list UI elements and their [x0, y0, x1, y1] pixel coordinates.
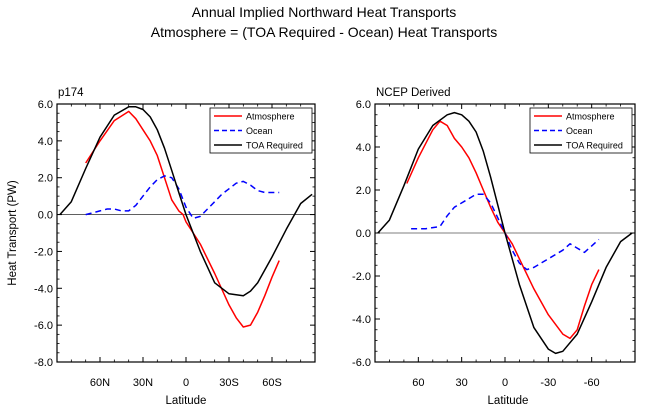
left-ytick-label: -4.0 [34, 283, 53, 295]
right-xtick-label: -60 [584, 377, 600, 389]
right-legend-label-ocean: Ocean [566, 126, 593, 136]
right-xtick-label: -30 [540, 377, 556, 389]
left-legend-label-atmosphere: Atmosphere [246, 112, 295, 122]
left-xtick-label: 30S [219, 377, 239, 389]
left-series-atmosphere-line [85, 110, 280, 328]
left-xlabel: Latitude [166, 395, 207, 407]
left-xtick-label: 60N [90, 377, 110, 389]
right-series-toa-required-line [377, 111, 633, 355]
left-legend-label-toa-required: TOA Required [246, 141, 303, 151]
right-xlabel: Latitude [488, 395, 529, 407]
left-ytick-label: -6.0 [34, 320, 53, 332]
left-ytick-label: 6.0 [38, 99, 53, 111]
right-xtick-label: 60 [412, 377, 424, 389]
right-ytick-label: -2.0 [352, 271, 371, 283]
left-xtick-label: 0 [183, 377, 189, 389]
left-series-toa-required-line [59, 106, 313, 297]
left-panel: p174 Heat Transport (PW) Latitude 6.0 4.0… [7, 87, 316, 407]
right-ytick-label: -4.0 [352, 314, 371, 326]
left-ytick-label: 2.0 [38, 173, 53, 185]
left-xtick-label: 30N [133, 377, 153, 389]
left-panel-title: p174 [58, 87, 84, 99]
right-xtick-label: 0 [502, 377, 508, 389]
right-panel: NCEP Derived Latitude 6.0 4.0 2.0 0.0 -2.0 -4… [352, 87, 636, 407]
right-panel-title: NCEP Derived [376, 87, 451, 99]
left-series-ocean-line [85, 175, 280, 220]
left-xtick-label: 60S [262, 377, 282, 389]
left-ytick-label: -8.0 [34, 357, 53, 369]
right-legend-label-atmosphere: Atmosphere [566, 112, 615, 122]
left-legend-label-ocean: Ocean [246, 126, 273, 136]
left-ytick-label: -2.0 [34, 246, 53, 258]
right-ytick-label: 6.0 [356, 99, 371, 111]
left-ytick-label: 0.0 [38, 210, 53, 222]
left-ylabel: Heat Transport (PW) [7, 180, 19, 286]
right-legend-label-toa-required: TOA Required [566, 141, 623, 151]
right-ytick-label: 4.0 [356, 142, 371, 154]
right-series-atmosphere-line [406, 120, 600, 340]
right-xtick-label: 30 [456, 377, 468, 389]
right-ytick-label: -6.0 [352, 357, 371, 369]
right-ytick-label: 0.0 [356, 228, 371, 240]
right-ytick-label: 2.0 [356, 185, 371, 197]
right-series-ocean-line [411, 193, 600, 271]
figure-title-line1: Annual Implied Northward Heat Transports [192, 4, 457, 20]
figure-title-line2: Atmosphere = (TOA Required - Ocean) Heat… [151, 24, 497, 40]
left-ytick-label: 4.0 [38, 136, 53, 148]
